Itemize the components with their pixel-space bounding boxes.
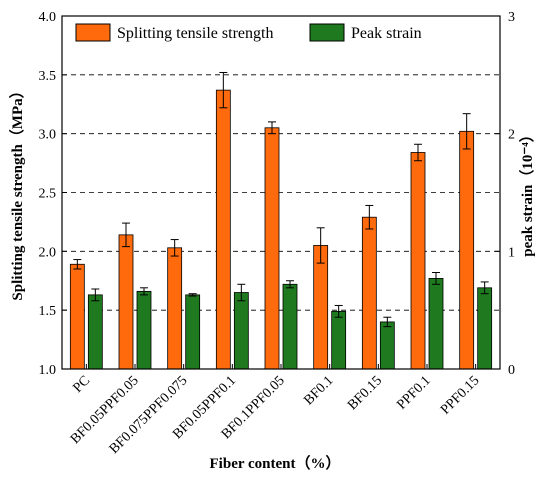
bar-strain bbox=[233, 292, 249, 370]
x-axis-title: Fiber content（%） bbox=[210, 454, 341, 472]
y-tick-label-left: 2.0 bbox=[39, 245, 57, 260]
bar-strain bbox=[428, 277, 444, 370]
grid-lines bbox=[62, 74, 500, 311]
bar-strain bbox=[331, 310, 347, 370]
y-axis-title-right: peak strain（10⁻⁴） bbox=[518, 127, 536, 257]
bar-strength bbox=[361, 216, 377, 370]
x-tick-label: PPF0.1 bbox=[394, 373, 433, 412]
bars bbox=[69, 71, 493, 370]
y-tick-label-right: 3 bbox=[508, 10, 515, 25]
legend: Splitting tensile strength Peak strain bbox=[75, 23, 422, 42]
y-tick-label-right: 0 bbox=[508, 363, 515, 378]
bar-strength bbox=[118, 234, 134, 370]
y-tick-label-left: 4.0 bbox=[39, 10, 57, 25]
bar-strength bbox=[69, 263, 85, 370]
legend-swatch-strain bbox=[309, 23, 345, 42]
legend-label-strength: Splitting tensile strength bbox=[117, 25, 273, 42]
legend-swatch-strength bbox=[75, 23, 111, 42]
bar-strain bbox=[477, 287, 493, 370]
y-axis-title-left: Splitting tensile strength（MPa） bbox=[8, 83, 26, 300]
x-tick-label: PC bbox=[70, 373, 93, 396]
bar-strain bbox=[282, 283, 298, 370]
bar-strain bbox=[136, 290, 152, 370]
x-tick-label: BF0.1 bbox=[301, 373, 336, 408]
y-tick-label-right: 2 bbox=[508, 128, 515, 143]
y-tick-label-left: 3.0 bbox=[39, 128, 57, 143]
x-tick-label: PPF0.15 bbox=[438, 373, 482, 417]
y-tick-label-right: 1 bbox=[508, 245, 515, 260]
y-tick-label-left: 3.5 bbox=[39, 69, 57, 84]
bar-strength bbox=[313, 245, 329, 370]
y-tick-label-left: 1.0 bbox=[39, 363, 57, 378]
bar-strength bbox=[167, 247, 183, 370]
legend-label-strain: Peak strain bbox=[351, 25, 422, 42]
y-tick-label-left: 1.5 bbox=[39, 304, 57, 319]
bar-strength bbox=[215, 89, 231, 370]
x-tick-label: BF0.15 bbox=[345, 373, 385, 413]
bar-strength bbox=[459, 130, 475, 370]
y-tick-label-left: 2.5 bbox=[39, 187, 57, 202]
bar-strength bbox=[410, 152, 426, 370]
bar-strain bbox=[87, 294, 103, 370]
bar-strength bbox=[264, 127, 280, 370]
bar-strain bbox=[185, 294, 201, 370]
bar-strain bbox=[379, 321, 395, 370]
